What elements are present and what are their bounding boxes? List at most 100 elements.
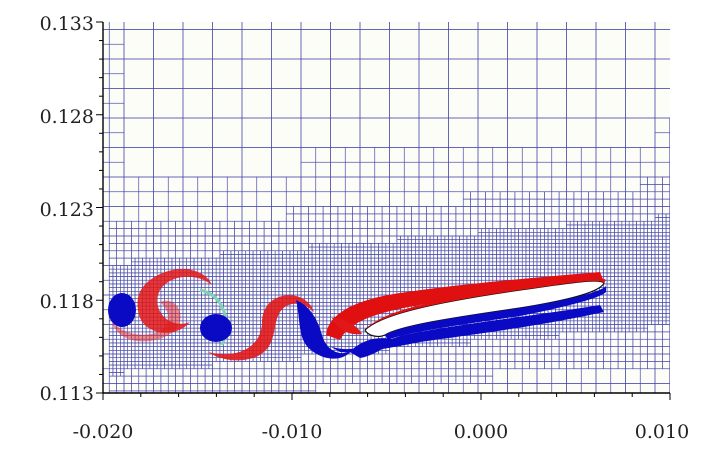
mesh-cell xyxy=(285,390,294,393)
mesh-cell xyxy=(375,398,390,413)
mesh-cell xyxy=(80,221,95,236)
mesh-cell xyxy=(6,44,21,59)
mesh-cell xyxy=(6,251,21,266)
mesh-cell xyxy=(80,74,95,89)
mesh-cell xyxy=(183,398,198,413)
mesh-cell xyxy=(256,390,265,393)
mesh-cell xyxy=(21,325,36,340)
mesh-cell xyxy=(65,266,80,281)
mesh-cell xyxy=(131,398,138,405)
mesh-cell xyxy=(80,369,95,384)
mesh-cell xyxy=(434,428,449,443)
mesh-cell xyxy=(6,148,21,163)
mesh-cell xyxy=(145,390,154,393)
mesh-cell xyxy=(21,428,36,443)
mesh-cell xyxy=(139,413,154,428)
mesh-cell xyxy=(21,339,36,354)
mesh-cell xyxy=(36,177,51,192)
mesh-cell xyxy=(50,162,65,177)
mesh-cell xyxy=(50,177,65,192)
mesh-cell xyxy=(21,310,36,325)
mesh-cell xyxy=(21,30,36,45)
mesh-cell xyxy=(227,413,242,428)
mesh-cell xyxy=(65,148,80,163)
mesh-cell xyxy=(50,236,65,251)
mesh-cell xyxy=(404,413,419,428)
mesh-cell xyxy=(36,266,51,281)
mesh-cell xyxy=(21,103,36,118)
mesh-cell xyxy=(50,251,65,266)
mesh-cell xyxy=(316,398,331,413)
mesh-cell xyxy=(21,162,36,177)
mesh-cell xyxy=(36,369,51,384)
mesh-cell xyxy=(183,443,213,453)
mesh-cell xyxy=(36,133,51,148)
mesh-cell xyxy=(197,390,206,393)
mesh-cell xyxy=(257,398,272,413)
mesh-cell xyxy=(242,443,272,453)
mesh-cell xyxy=(167,390,176,393)
mesh-cell xyxy=(153,390,162,393)
mesh-cell xyxy=(404,398,419,413)
mesh-cell xyxy=(213,398,228,413)
mesh-cell xyxy=(36,236,51,251)
mesh-cell xyxy=(345,413,360,428)
mesh-cell xyxy=(36,428,51,443)
mesh-cell xyxy=(168,398,183,413)
mesh-cell xyxy=(419,413,434,428)
mesh-cell xyxy=(308,390,317,393)
mesh-cell xyxy=(80,339,95,354)
mesh-cell xyxy=(6,310,21,325)
mesh-cell xyxy=(95,398,110,413)
mesh-cell xyxy=(131,390,140,393)
mesh-cell xyxy=(138,390,147,393)
mesh-cell xyxy=(65,251,80,266)
mesh-cell xyxy=(65,59,80,74)
mesh-cell xyxy=(80,251,95,266)
mesh-cell xyxy=(212,390,221,393)
mesh-cell xyxy=(6,15,21,30)
mesh-cell xyxy=(6,236,21,251)
mesh-cell xyxy=(108,390,117,393)
mesh-cell xyxy=(271,390,280,393)
mesh-cell xyxy=(198,398,213,413)
mesh-cell xyxy=(241,390,250,393)
mesh-cell xyxy=(21,177,36,192)
mesh-cell xyxy=(50,369,65,384)
mesh-cell xyxy=(36,59,51,74)
mesh-cell xyxy=(6,280,21,295)
mesh-cell xyxy=(109,0,124,15)
mesh-cell xyxy=(390,428,405,443)
mesh-cell xyxy=(242,398,257,413)
mesh-cell xyxy=(21,280,36,295)
mesh-cell xyxy=(123,390,132,393)
mesh-cell xyxy=(36,413,51,428)
mesh-cell xyxy=(36,443,51,453)
mesh-cell xyxy=(139,398,146,405)
mesh-cell xyxy=(50,428,65,443)
mesh-cell xyxy=(160,390,169,393)
mesh-cell xyxy=(109,398,116,405)
mesh-cell xyxy=(154,413,169,428)
mesh-cell xyxy=(21,133,36,148)
mesh-cell xyxy=(21,398,36,413)
mesh-cell xyxy=(6,207,21,222)
mesh-cell xyxy=(6,30,21,45)
mesh-cell xyxy=(6,192,21,207)
mesh-cell xyxy=(80,133,95,148)
mesh-cell xyxy=(65,443,80,453)
mesh-cell xyxy=(50,221,65,236)
mesh-cell xyxy=(154,398,169,413)
mesh-cell xyxy=(80,44,95,59)
mesh-cell xyxy=(65,221,80,236)
mesh-cell xyxy=(95,0,110,15)
mesh-cell xyxy=(65,339,80,354)
mesh-cell xyxy=(227,398,242,413)
mesh-cell xyxy=(36,339,51,354)
mesh-cell xyxy=(50,413,65,428)
mesh-cell xyxy=(463,398,478,413)
mesh-cell xyxy=(36,354,51,369)
mesh-cell xyxy=(21,266,36,281)
mesh-cell xyxy=(36,325,51,340)
mesh-cell xyxy=(131,406,138,413)
